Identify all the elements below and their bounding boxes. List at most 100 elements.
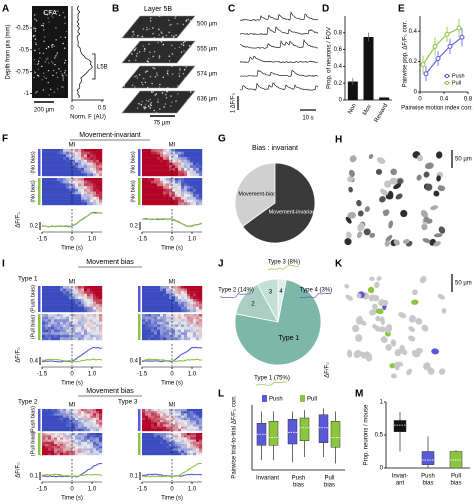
heatmap-cell bbox=[45, 319, 49, 322]
heatmap-cell bbox=[190, 180, 194, 184]
heatmap-cell bbox=[90, 433, 94, 436]
heatmap-cell bbox=[75, 202, 79, 206]
panel-label: A bbox=[2, 4, 9, 15]
heatmap-cell bbox=[151, 446, 155, 449]
scale-bar-label: 0.1 bbox=[130, 474, 139, 480]
heatmap-cell bbox=[148, 154, 152, 158]
heatmap-cell bbox=[187, 324, 191, 328]
heatmap-cell bbox=[54, 165, 58, 169]
y-tick-label: 0 bbox=[339, 98, 343, 104]
cell-dot bbox=[56, 53, 58, 56]
heatmap-cell bbox=[157, 444, 161, 447]
heatmap-cell bbox=[142, 178, 146, 181]
legend-swatch bbox=[300, 395, 305, 402]
heatmap-cell bbox=[166, 286, 170, 289]
heatmap-cell bbox=[172, 329, 176, 333]
heatmap-cell bbox=[178, 304, 182, 307]
heatmap-cell bbox=[48, 159, 52, 163]
heatmap-cell bbox=[90, 188, 94, 192]
heatmap-cell bbox=[163, 309, 167, 313]
heatmap-cell bbox=[87, 441, 91, 445]
neuron-roi bbox=[369, 232, 376, 238]
heatmap-cell bbox=[93, 286, 97, 289]
heatmap-cell bbox=[181, 316, 185, 320]
heatmap-cell bbox=[190, 291, 194, 294]
heatmap-cell bbox=[60, 202, 64, 206]
heatmap-cell bbox=[178, 437, 182, 440]
heatmap-cell bbox=[154, 446, 158, 449]
pie-slice bbox=[242, 162, 316, 244]
neuron-roi bbox=[390, 168, 398, 176]
neuron-roi bbox=[393, 239, 400, 246]
neuron-roi bbox=[390, 339, 397, 347]
heatmap-cell bbox=[157, 196, 161, 200]
heatmap-cell bbox=[148, 286, 152, 289]
heatmap-cell bbox=[81, 149, 85, 152]
heatmap-cell bbox=[160, 417, 164, 421]
heatmap-cell bbox=[60, 327, 64, 330]
heatmap-cell bbox=[187, 186, 191, 189]
heatmap-cell bbox=[42, 301, 46, 305]
slice-category-label: Type 4 (3%) bbox=[300, 288, 332, 294]
heatmap-cell bbox=[42, 191, 46, 195]
heatmap-cell bbox=[51, 329, 55, 333]
cell-dot bbox=[184, 77, 186, 79]
heatmap-cell bbox=[42, 286, 46, 289]
heatmap-cell bbox=[84, 291, 88, 294]
heatmap-cell bbox=[54, 448, 58, 451]
cell-dot bbox=[50, 44, 53, 47]
heatmap-cell bbox=[63, 291, 67, 294]
heatmap-cell bbox=[51, 428, 55, 432]
heatmap-cell bbox=[160, 162, 164, 166]
heatmap-cell bbox=[48, 154, 52, 158]
cell-dot bbox=[37, 68, 40, 71]
heatmap-cell bbox=[75, 162, 79, 166]
heatmap-cell bbox=[196, 329, 200, 333]
neuron-roi bbox=[415, 318, 423, 325]
heatmap-cell bbox=[151, 321, 155, 325]
heatmap-cell bbox=[184, 319, 188, 322]
heatmap-cell bbox=[163, 196, 167, 200]
cell-dot bbox=[135, 74, 138, 77]
heatmap-cell bbox=[54, 173, 58, 177]
heatmap-cell bbox=[163, 337, 167, 341]
heatmap-cell bbox=[148, 199, 152, 203]
heatmap-cell bbox=[42, 448, 46, 451]
heatmap-cell bbox=[96, 188, 100, 192]
heatmap-cell bbox=[87, 291, 91, 294]
heatmap-cell bbox=[178, 183, 182, 187]
heatmap-cell bbox=[193, 293, 197, 297]
heatmap-cell bbox=[57, 433, 61, 436]
heatmap-cell bbox=[187, 327, 191, 330]
heatmap-cell bbox=[48, 296, 52, 300]
cell-dot bbox=[148, 28, 151, 30]
heatmap-cell bbox=[72, 304, 76, 307]
heatmap-cell bbox=[151, 324, 155, 328]
heatmap-cell bbox=[148, 288, 152, 292]
heatmap-cell bbox=[57, 202, 61, 206]
heatmap-cell bbox=[178, 337, 182, 341]
heatmap-cell bbox=[169, 422, 173, 425]
heatmap-cell bbox=[199, 411, 203, 414]
heatmap-cell bbox=[90, 180, 94, 184]
heatmap-cell bbox=[184, 433, 188, 436]
heatmap-cell bbox=[199, 288, 203, 292]
heatmap-cell bbox=[172, 183, 176, 187]
legend-label: Push bbox=[452, 73, 465, 79]
heatmap-cell bbox=[48, 186, 52, 189]
cell-dot bbox=[60, 36, 62, 38]
heatmap-cell bbox=[142, 428, 146, 432]
heatmap-cell bbox=[172, 319, 176, 322]
cell-dot bbox=[138, 102, 140, 105]
cell-dot bbox=[153, 109, 155, 112]
heatmap-cell bbox=[172, 178, 176, 181]
heatmap-cell bbox=[99, 411, 103, 414]
heatmap-cell bbox=[51, 319, 55, 322]
heatmap-cell bbox=[172, 422, 176, 425]
heatmap-cell bbox=[96, 417, 100, 421]
heatmap-cell bbox=[148, 165, 152, 169]
heatmap-cell bbox=[187, 437, 191, 440]
heatmap-cell bbox=[51, 293, 55, 297]
heatmap-cell bbox=[190, 337, 194, 341]
heatmap-cell bbox=[48, 304, 52, 307]
